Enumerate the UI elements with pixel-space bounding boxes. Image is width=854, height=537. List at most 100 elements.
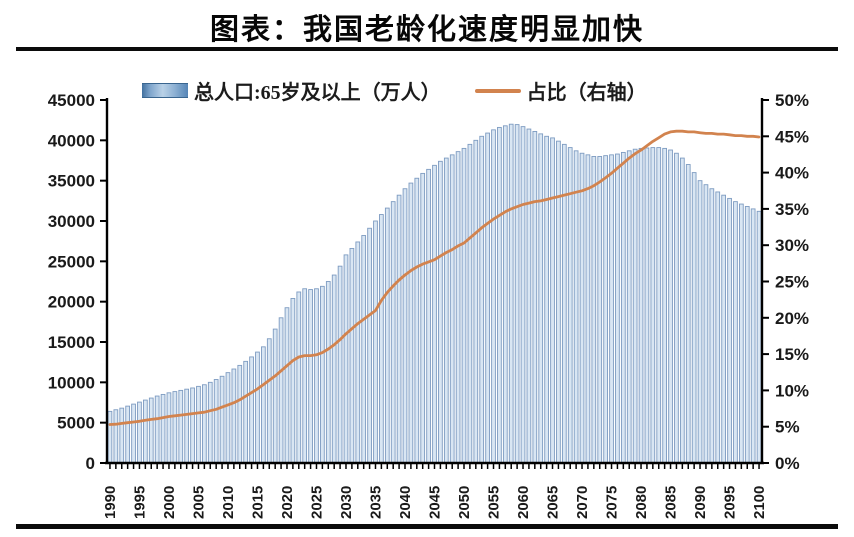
population-bar (615, 153, 620, 464)
x-axis-year-label: 2085 (663, 486, 680, 519)
left-axis-tick-label: 5000 (57, 414, 95, 433)
population-bar (219, 375, 225, 464)
population-bar (679, 157, 685, 464)
left-axis-tick-label: 30000 (48, 212, 95, 231)
x-axis-year-label: 2065 (545, 486, 562, 519)
population-bar (626, 150, 632, 464)
x-axis-year-label: 2100 (751, 486, 768, 519)
title-separator-rule (16, 47, 838, 51)
population-bar (184, 388, 190, 464)
population-bar (349, 247, 355, 464)
population-bar (674, 152, 679, 464)
x-axis-year-label: 2025 (309, 486, 326, 519)
right-axis-tick-label: 20% (775, 309, 809, 328)
population-bar (597, 156, 603, 464)
population-bar (467, 143, 473, 464)
population-bar (373, 220, 378, 464)
population-bar (249, 356, 254, 464)
population-bar (207, 381, 213, 464)
x-axis-year-label: 2040 (397, 486, 414, 519)
population-bar (739, 203, 744, 464)
x-axis-year-label: 2095 (722, 486, 739, 519)
left-axis-tick-label: 40000 (48, 131, 95, 150)
population-bar (508, 123, 514, 464)
bottom-border-rule (16, 524, 838, 529)
x-axis-year-label: 2020 (279, 486, 296, 519)
population-bar (225, 372, 231, 464)
population-bar (638, 147, 644, 464)
legend: 总人口:65岁及以上（万人） 占比（右轴） (142, 76, 647, 105)
population-bar (160, 393, 166, 464)
population-bar (296, 291, 302, 464)
population-bar (213, 379, 219, 464)
population-bar (538, 133, 544, 464)
population-bar (473, 139, 479, 464)
population-bar (656, 147, 662, 464)
population-bar (491, 129, 496, 464)
population-bar (668, 149, 673, 464)
x-axis-year-label: 2055 (486, 486, 503, 519)
population-bar (284, 307, 290, 464)
population-bar (266, 338, 272, 464)
population-bar (644, 147, 650, 464)
x-axis-year-label: 2010 (220, 486, 237, 519)
population-bar (261, 346, 266, 464)
population-bar (166, 392, 172, 464)
population-bar (143, 399, 148, 464)
population-bar (756, 210, 762, 464)
population-bar (367, 227, 372, 464)
population-bar (750, 208, 756, 464)
population-bar (585, 154, 591, 464)
population-bar (691, 172, 697, 464)
right-axis-tick-label: 50% (775, 91, 809, 110)
left-axis-tick-label: 35000 (48, 172, 95, 191)
population-bar (502, 125, 508, 464)
x-axis-year-label: 2045 (427, 486, 444, 519)
x-axis-year-label: 2070 (574, 486, 591, 519)
population-bar (396, 194, 402, 464)
population-bar (420, 172, 426, 464)
population-bar (154, 395, 160, 464)
population-bar (721, 194, 726, 464)
population-bar (402, 188, 408, 464)
population-bar (532, 131, 538, 464)
population-bar (337, 265, 343, 464)
population-bar (331, 274, 337, 464)
population-bar (432, 164, 437, 464)
population-bar (520, 126, 526, 464)
population-bar (390, 201, 396, 464)
right-axis-tick-label: 30% (775, 236, 809, 255)
x-axis-year-label: 1995 (132, 486, 149, 519)
x-axis-year-label: 2090 (692, 486, 709, 519)
population-bar (497, 126, 502, 464)
line-series-label: 占比（右轴） (526, 82, 647, 104)
population-bar (196, 385, 201, 464)
population-bar (632, 148, 638, 464)
right-axis-tick-label: 45% (775, 127, 809, 146)
x-axis-year-label: 2030 (338, 486, 355, 519)
population-bar (131, 403, 136, 464)
x-axis-year-label: 2080 (633, 486, 650, 519)
population-bar (744, 206, 750, 464)
population-bar (609, 154, 614, 464)
population-bar (573, 150, 579, 464)
population-bar (355, 241, 361, 464)
population-bar (603, 155, 608, 464)
legend-item-line: 占比（右轴） (474, 76, 647, 105)
right-axis-tick-label: 35% (775, 200, 809, 219)
population-bar (426, 168, 431, 464)
population-bar (343, 254, 349, 464)
population-bar (119, 407, 125, 464)
population-bar (107, 410, 113, 464)
population-bar (272, 328, 278, 464)
left-axis-tick-label: 20000 (48, 293, 95, 312)
population-bar (449, 154, 455, 464)
population-bar (237, 364, 243, 464)
right-axis-tick-label: 15% (775, 345, 809, 364)
x-axis-year-label: 2005 (191, 486, 208, 519)
population-bar (514, 124, 520, 464)
population-bar (290, 297, 296, 464)
population-bar (443, 157, 449, 464)
